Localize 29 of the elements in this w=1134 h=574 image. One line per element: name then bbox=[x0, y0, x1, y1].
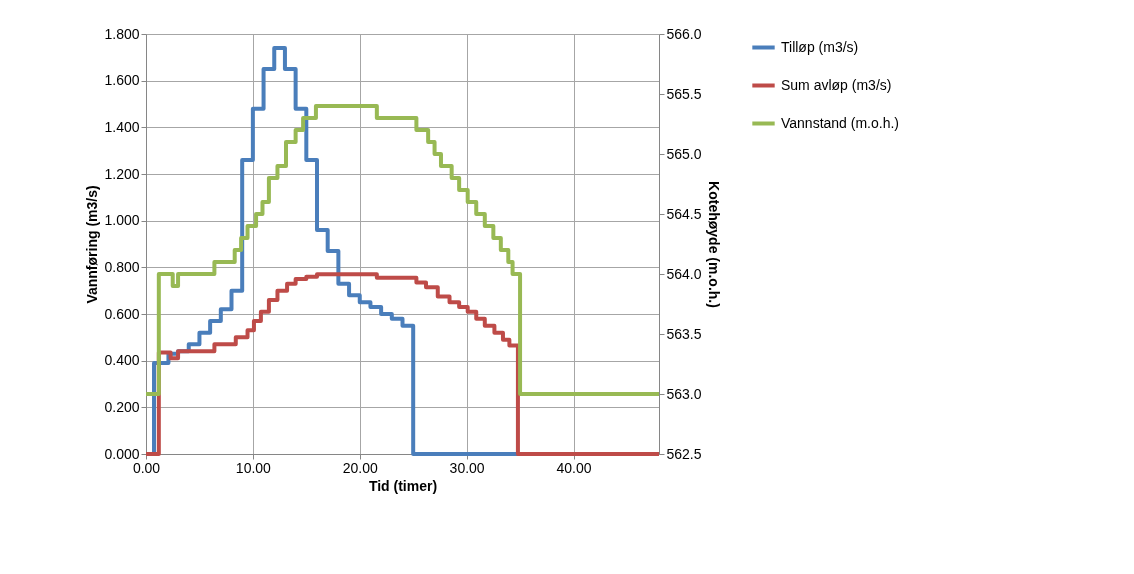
y-tick-label: 1.000 bbox=[104, 212, 140, 229]
y-tick-label: 0.600 bbox=[104, 305, 140, 322]
y2-tick-label: 563.0 bbox=[666, 385, 702, 402]
x-tick-label: 40.00 bbox=[556, 459, 592, 476]
y2-tick-label: 562.5 bbox=[666, 445, 702, 462]
y-tick-label: 1.800 bbox=[104, 25, 140, 42]
legend-label: Sum avløp (m3/s) bbox=[781, 76, 892, 93]
y2-tick-label: 566.0 bbox=[666, 25, 702, 42]
y2-tick-label: 563.5 bbox=[666, 325, 702, 342]
x-tick-label: 20.00 bbox=[342, 459, 378, 476]
y-tick-label: 1.400 bbox=[104, 118, 140, 135]
x-tick-label: 10.00 bbox=[235, 459, 272, 476]
y-tick-label: 0.800 bbox=[104, 258, 140, 275]
y-tick-label: 1.200 bbox=[104, 165, 140, 182]
y2-tick-label: 565.0 bbox=[666, 145, 702, 162]
y-tick-label: 0.200 bbox=[104, 398, 140, 415]
x-tick-label: 0.00 bbox=[132, 459, 161, 476]
legend-label: Tilløp (m3/s) bbox=[781, 38, 859, 55]
y2-tick-label: 565.5 bbox=[666, 85, 702, 102]
y-axis-title: Vannføring (m3/s) bbox=[84, 185, 101, 304]
y-tick-label: 0.000 bbox=[104, 445, 140, 462]
legend-label: Vannstand (m.o.h.) bbox=[781, 114, 900, 131]
y2-axis-title: Kotehøyde (m.o.h.) bbox=[705, 181, 722, 308]
y-tick-label: 1.600 bbox=[104, 72, 140, 89]
y-tick-label: 0.400 bbox=[104, 352, 140, 369]
y2-tick-label: 564.0 bbox=[666, 265, 702, 282]
y2-tick-label: 564.5 bbox=[666, 205, 702, 222]
x-axis-title: Tid (timer) bbox=[368, 477, 438, 494]
x-tick-label: 30.00 bbox=[449, 459, 485, 476]
